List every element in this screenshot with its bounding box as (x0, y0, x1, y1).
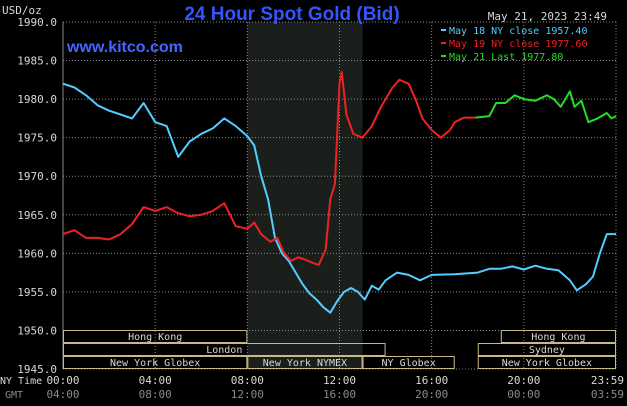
y-tick-label: 1955.0 (17, 286, 57, 299)
y-tick-label: 1985.0 (17, 55, 57, 68)
legend-swatch (441, 55, 446, 57)
session-label: NY Globex (382, 358, 436, 369)
y-tick-label: 1945.0 (17, 363, 57, 376)
session-box (63, 330, 248, 343)
session-box (477, 343, 616, 356)
x-tick-label-ny: 23:59 (591, 374, 624, 387)
ny-session-shading (247, 22, 363, 369)
series-line (62, 71, 476, 266)
legend: May 18 NY close 1957.40 May 19 NY close 1… (441, 26, 587, 63)
x-tick-label-gmt: 12:00 (231, 388, 264, 401)
session-label: New York NYMEX (263, 358, 347, 369)
session-box (477, 356, 616, 369)
y-tick-label: 1990.0 (17, 16, 57, 29)
x-tick-label-ny: 20:00 (507, 374, 540, 387)
y-tick-label: 1975.0 (17, 132, 57, 145)
x-tick-label-gmt: 20:00 (415, 388, 448, 401)
x-tick-label-ny: 16:00 (415, 374, 448, 387)
session-label: New York Globex (110, 358, 200, 369)
session-box (247, 356, 363, 369)
legend-label: May 18 NY close 1957.40 (449, 26, 587, 37)
ny-time-label: NY Time (0, 376, 42, 387)
watermark: www.kitco.com (66, 39, 183, 56)
x-tick-label-ny: 08:00 (231, 374, 264, 387)
x-tick-label-gmt: 16:00 (323, 388, 356, 401)
x-tick-label-ny: 04:00 (139, 374, 172, 387)
y-axis-ticks: 1990.0 1985.0 1980.0 1975.0 1970.0 1965.0 1960… (17, 16, 57, 376)
session-label: Sydney (529, 345, 565, 356)
series-line (62, 82, 616, 314)
x-tick-label-ny: 00:00 (46, 374, 79, 387)
x-tick-label-gmt: 03:59 (591, 388, 624, 401)
session-label: New York Globex (502, 358, 592, 369)
session-box (500, 330, 616, 343)
x-tick-label-gmt: 00:00 (507, 388, 540, 401)
series-line (475, 90, 617, 124)
session-box (362, 356, 455, 369)
session-box (63, 343, 386, 356)
session-box (63, 356, 248, 369)
series-lines (62, 71, 617, 314)
x-axis-ticks: 00:00 04:00 08:00 12:00 16:00 20:00 23:5904:00… (46, 374, 624, 401)
y-tick-label: 1960.0 (17, 247, 57, 260)
session-label: London (206, 345, 242, 356)
legend-swatch (441, 29, 446, 31)
legend-label: May 21 Last 1977.80 (449, 52, 563, 63)
trading-sessions: Hong Kong Hong Kong London Sydney New York G… (63, 330, 616, 369)
y-tick-label: 1950.0 (17, 324, 57, 337)
y-tick-label: 1965.0 (17, 209, 57, 222)
session-label: Hong Kong (128, 332, 182, 343)
unit-label: USD/oz (2, 4, 42, 17)
y-tick-label: 1980.0 (17, 93, 57, 106)
x-tick-label-gmt: 08:00 (139, 388, 172, 401)
gmt-label: GMT (5, 390, 23, 401)
x-tick-label-ny: 12:00 (323, 374, 356, 387)
chart-title: 24 Hour Spot Gold (Bid) (184, 4, 399, 25)
y-tick-label: 1970.0 (17, 170, 57, 183)
datetime-label: May 21, 2023 23:49 (488, 10, 607, 23)
legend-label: May 19 NY close 1977.60 (449, 39, 587, 50)
legend-swatch (441, 42, 446, 44)
x-tick-label-gmt: 04:00 (46, 388, 79, 401)
session-label: Hong Kong (531, 332, 585, 343)
